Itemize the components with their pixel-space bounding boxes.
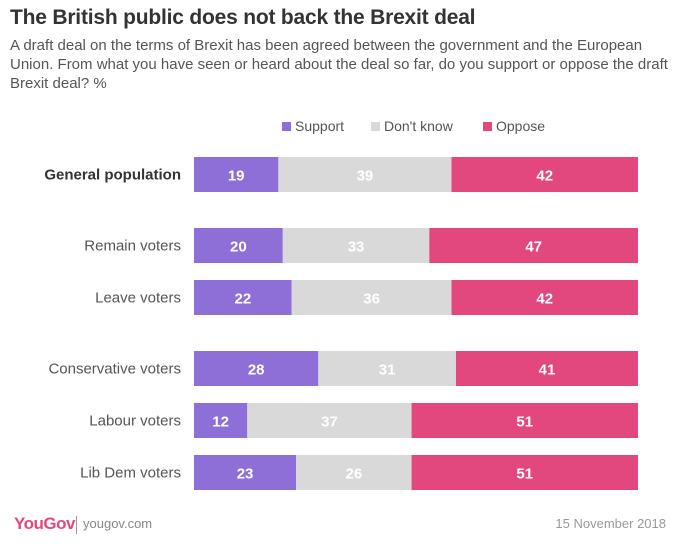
value-label-leave-voters-dont-know: 36 (363, 291, 380, 308)
chart-title: The British public does not back the Bre… (10, 6, 476, 29)
value-label-leave-voters-support: 22 (234, 291, 251, 308)
category-label-conservative-voters: Conservative voters (48, 361, 181, 378)
value-label-lib-dem-voters-dont-know: 26 (345, 466, 362, 483)
bar-general-population-support (194, 157, 279, 192)
value-label-general-population-support: 19 (228, 168, 245, 185)
footer-date: 15 November 2018 (555, 516, 666, 531)
category-label-leave-voters: Leave voters (95, 290, 181, 307)
legend-item-oppose: Oppose (483, 118, 545, 134)
bar-lib-dem-voters-dont-know (296, 455, 412, 490)
category-label-labour-voters: Labour voters (89, 413, 181, 430)
value-label-labour-voters-oppose: 51 (516, 414, 533, 431)
bar-leave-voters-oppose (451, 280, 638, 315)
legend-swatch-oppose (483, 121, 492, 131)
bar-labour-voters-support (194, 403, 248, 438)
chart-subtitle: A draft deal on the terms of Brexit has … (10, 37, 668, 92)
bar-conservative-voters-support (194, 351, 319, 386)
value-label-lib-dem-voters-support: 23 (237, 466, 254, 483)
legend-swatch-dont-know (371, 121, 380, 131)
yougov-logo: YouGov (14, 514, 75, 533)
value-label-general-population-oppose: 42 (536, 168, 553, 185)
category-label-general-population: General population (44, 167, 181, 184)
bar-lib-dem-voters-oppose (411, 455, 638, 490)
value-label-remain-voters-support: 20 (230, 239, 247, 256)
bar-lib-dem-voters-support (194, 455, 297, 490)
value-label-remain-voters-dont-know: 33 (348, 239, 365, 256)
category-label-lib-dem-voters: Lib Dem voters (80, 465, 181, 482)
value-label-leave-voters-oppose: 42 (536, 291, 553, 308)
bar-labour-voters-oppose (411, 403, 638, 438)
footer-url: yougov.com (83, 516, 153, 531)
bar-leave-voters-support (194, 280, 292, 315)
legend-label-dont-know: Don't know (384, 118, 453, 134)
value-label-conservative-voters-oppose: 41 (539, 362, 556, 379)
bar-remain-voters-dont-know (282, 228, 430, 263)
bar-conservative-voters-oppose (455, 351, 638, 386)
legend: Support Don't know Oppose (0, 118, 680, 138)
bar-conservative-voters-dont-know (318, 351, 456, 386)
legend-item-support: Support (282, 118, 344, 134)
bar-general-population-dont-know (278, 157, 452, 192)
footer-divider (76, 516, 77, 534)
category-label-remain-voters: Remain voters (84, 238, 181, 255)
value-label-lib-dem-voters-oppose: 51 (516, 466, 533, 483)
legend-swatch-support (282, 121, 291, 131)
bar-remain-voters-oppose (429, 228, 638, 263)
value-label-labour-voters-dont-know: 37 (321, 414, 338, 431)
bar-remain-voters-support (194, 228, 283, 263)
value-label-general-population-dont-know: 39 (357, 168, 374, 185)
legend-label-oppose: Oppose (496, 118, 546, 134)
bar-general-population-oppose (451, 157, 638, 192)
value-label-labour-voters-support: 12 (212, 414, 229, 431)
bar-leave-voters-dont-know (291, 280, 452, 315)
legend-item-dont-know: Don't know (371, 118, 453, 134)
legend-label-support: Support (295, 118, 345, 134)
value-label-conservative-voters-support: 28 (248, 362, 265, 379)
value-label-remain-voters-oppose: 47 (525, 239, 542, 256)
value-label-conservative-voters-dont-know: 31 (379, 362, 396, 379)
bar-labour-voters-dont-know (247, 403, 412, 438)
